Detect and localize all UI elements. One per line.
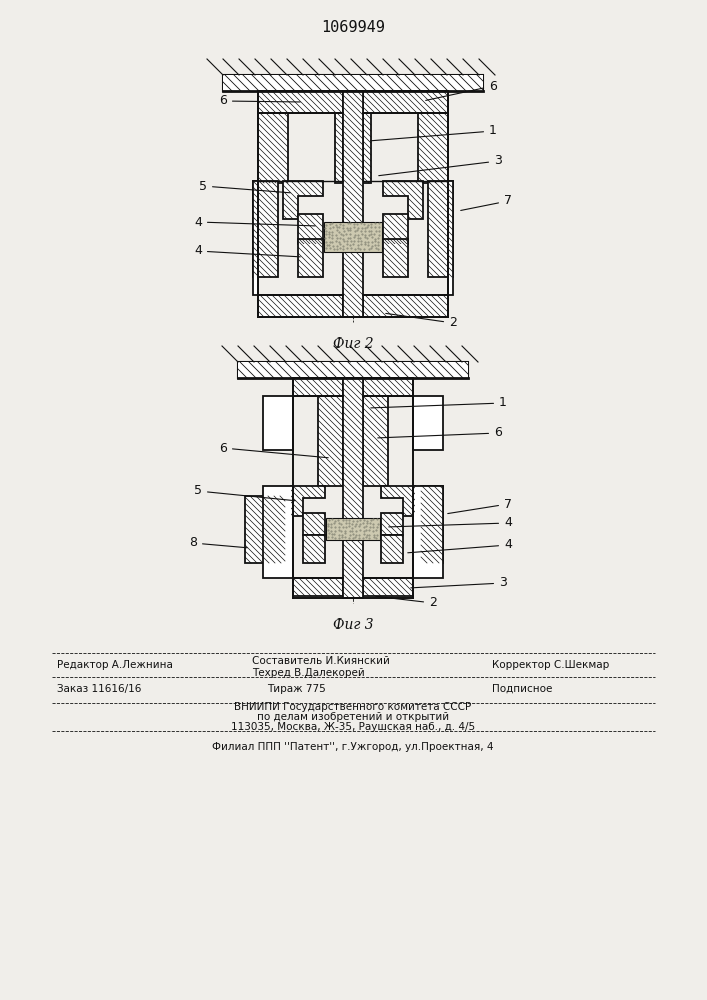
Text: Заказ 11616/16: Заказ 11616/16 (57, 684, 141, 694)
Text: 1: 1 (370, 124, 497, 141)
Bar (303, 513, 325, 535)
Text: ВНИИПИ Государственного комитета СССР: ВНИИПИ Государственного комитета СССР (235, 702, 472, 712)
Bar (381, 535, 403, 563)
Bar (238, 362, 468, 378)
Bar (303, 535, 325, 563)
Bar (253, 181, 278, 277)
Text: 3: 3 (411, 576, 507, 589)
Bar (343, 378, 363, 598)
Text: Тираж 775: Тираж 775 (267, 684, 326, 694)
Polygon shape (381, 486, 415, 516)
Bar (258, 113, 288, 183)
Polygon shape (383, 181, 423, 219)
Bar (413, 396, 443, 450)
Text: 8: 8 (189, 536, 247, 550)
Text: 4: 4 (408, 538, 512, 553)
Text: Подписное: Подписное (492, 684, 552, 694)
Text: Составитель И.Киянский: Составитель И.Киянский (252, 656, 390, 666)
Bar (253, 181, 258, 295)
Bar (245, 496, 285, 563)
Bar (363, 91, 448, 113)
Bar (238, 362, 468, 378)
Text: 1069949: 1069949 (321, 20, 385, 35)
Text: 4: 4 (194, 244, 300, 257)
Text: 6: 6 (219, 442, 328, 458)
Text: Фиг 3: Фиг 3 (333, 618, 373, 632)
Bar (223, 75, 483, 91)
Bar (293, 378, 343, 396)
Text: 3: 3 (379, 154, 502, 176)
Text: 1: 1 (370, 396, 507, 410)
Text: 4: 4 (194, 216, 315, 229)
Bar (263, 396, 293, 450)
Bar (335, 113, 343, 183)
Bar (258, 295, 343, 317)
Bar (448, 181, 453, 295)
Bar (418, 113, 448, 183)
Text: 6: 6 (426, 80, 497, 100)
Text: Корректор С.Шекмар: Корректор С.Шекмар (492, 660, 609, 670)
Bar (223, 75, 483, 91)
Bar (263, 486, 293, 578)
Text: Филиал ППП ''Патент'', г.Ужгород, ул.Проектная, 4: Филиал ППП ''Патент'', г.Ужгород, ул.Про… (212, 742, 493, 752)
Bar (428, 181, 453, 277)
Bar (363, 378, 413, 396)
Bar (363, 113, 371, 183)
Text: 113035, Москва, Ж-35, Раушская наб., д. 4/5: 113035, Москва, Ж-35, Раушская наб., д. … (231, 722, 475, 732)
Bar (318, 396, 343, 486)
Text: 6: 6 (378, 426, 502, 440)
Bar (326, 518, 380, 540)
Text: по делам изобретений и открытий: по делам изобретений и открытий (257, 712, 449, 722)
Text: 2: 2 (375, 596, 437, 609)
Text: 6: 6 (219, 95, 300, 107)
Bar (363, 295, 448, 317)
Bar (324, 222, 382, 252)
Text: Фиг 2: Фиг 2 (333, 337, 373, 351)
Text: 2: 2 (386, 313, 457, 330)
Polygon shape (298, 239, 323, 277)
Polygon shape (383, 239, 408, 277)
Bar (343, 91, 363, 317)
Text: 5: 5 (194, 485, 296, 501)
Polygon shape (291, 486, 325, 516)
Text: 7: 7 (461, 194, 512, 210)
Text: 7: 7 (448, 497, 512, 514)
Text: Техред В.Далекорей: Техред В.Далекорей (252, 668, 365, 678)
Bar (413, 486, 443, 578)
Polygon shape (283, 181, 323, 219)
Bar (381, 513, 403, 535)
Polygon shape (298, 214, 323, 244)
Bar (258, 91, 343, 113)
Polygon shape (383, 214, 408, 244)
Text: 4: 4 (389, 516, 512, 530)
Text: Редактор А.Лежнина: Редактор А.Лежнина (57, 660, 173, 670)
Text: 5: 5 (199, 180, 291, 193)
Bar (363, 578, 413, 596)
Bar (363, 396, 388, 486)
Bar (293, 578, 343, 596)
Bar (421, 486, 443, 563)
